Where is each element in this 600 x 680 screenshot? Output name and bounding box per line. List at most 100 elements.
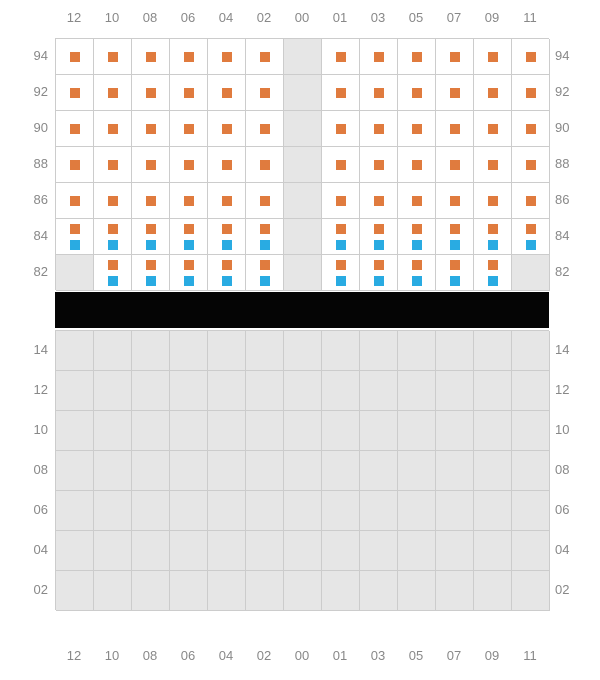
orange-marker[interactable] [184,52,194,62]
orange-marker[interactable] [526,160,536,170]
orange-marker[interactable] [336,160,346,170]
orange-marker[interactable] [146,260,156,270]
orange-marker[interactable] [108,260,118,270]
blue-marker[interactable] [260,276,270,286]
grid-cell[interactable] [284,331,322,371]
grid-cell[interactable] [56,571,94,611]
grid-cell[interactable] [284,255,322,291]
orange-marker[interactable] [108,124,118,134]
orange-marker[interactable] [488,88,498,98]
grid-cell[interactable] [94,571,132,611]
orange-marker[interactable] [184,260,194,270]
grid-cell[interactable] [132,411,170,451]
orange-marker[interactable] [450,196,460,206]
grid-cell[interactable] [170,331,208,371]
orange-marker[interactable] [260,88,270,98]
grid-cell[interactable] [56,255,94,291]
grid-cell[interactable] [474,531,512,571]
grid-cell[interactable] [246,531,284,571]
blue-marker[interactable] [260,240,270,250]
orange-marker[interactable] [450,224,460,234]
orange-marker[interactable] [336,196,346,206]
grid-cell[interactable] [512,531,550,571]
grid-cell[interactable] [94,531,132,571]
grid-cell[interactable] [512,255,550,291]
orange-marker[interactable] [222,88,232,98]
orange-marker[interactable] [222,160,232,170]
grid-cell[interactable] [322,571,360,611]
grid-cell[interactable] [132,571,170,611]
blue-marker[interactable] [450,276,460,286]
orange-marker[interactable] [412,88,422,98]
orange-marker[interactable] [526,196,536,206]
orange-marker[interactable] [374,160,384,170]
grid-cell[interactable] [56,411,94,451]
grid-cell[interactable] [322,331,360,371]
grid-cell[interactable] [132,531,170,571]
grid-cell[interactable] [284,451,322,491]
grid-cell[interactable] [284,531,322,571]
grid-cell[interactable] [512,491,550,531]
orange-marker[interactable] [374,196,384,206]
orange-marker[interactable] [146,160,156,170]
orange-marker[interactable] [526,224,536,234]
grid-cell[interactable] [474,571,512,611]
grid-cell[interactable] [322,411,360,451]
grid-cell[interactable] [474,451,512,491]
grid-cell[interactable] [284,111,322,147]
grid-cell[interactable] [436,331,474,371]
orange-marker[interactable] [184,224,194,234]
orange-marker[interactable] [374,260,384,270]
blue-marker[interactable] [412,276,422,286]
grid-cell[interactable] [208,371,246,411]
orange-marker[interactable] [526,124,536,134]
grid-cell[interactable] [398,371,436,411]
grid-cell[interactable] [322,451,360,491]
orange-marker[interactable] [260,124,270,134]
grid-cell[interactable] [132,491,170,531]
grid-cell[interactable] [436,571,474,611]
orange-marker[interactable] [526,52,536,62]
orange-marker[interactable] [450,260,460,270]
orange-marker[interactable] [336,52,346,62]
orange-marker[interactable] [222,260,232,270]
grid-cell[interactable] [436,451,474,491]
grid-cell[interactable] [284,219,322,255]
grid-cell[interactable] [284,39,322,75]
grid-cell[interactable] [284,75,322,111]
grid-cell[interactable] [284,147,322,183]
orange-marker[interactable] [70,52,80,62]
blue-marker[interactable] [222,276,232,286]
grid-cell[interactable] [284,183,322,219]
grid-cell[interactable] [170,451,208,491]
orange-marker[interactable] [412,260,422,270]
orange-marker[interactable] [450,160,460,170]
blue-marker[interactable] [184,240,194,250]
grid-cell[interactable] [322,531,360,571]
grid-cell[interactable] [208,451,246,491]
grid-cell[interactable] [512,331,550,371]
grid-cell[interactable] [132,371,170,411]
grid-cell[interactable] [284,491,322,531]
blue-marker[interactable] [488,240,498,250]
orange-marker[interactable] [488,260,498,270]
grid-cell[interactable] [208,531,246,571]
orange-marker[interactable] [450,88,460,98]
orange-marker[interactable] [450,52,460,62]
orange-marker[interactable] [184,88,194,98]
blue-marker[interactable] [146,276,156,286]
grid-cell[interactable] [246,331,284,371]
orange-marker[interactable] [260,260,270,270]
orange-marker[interactable] [374,224,384,234]
orange-marker[interactable] [108,160,118,170]
grid-cell[interactable] [436,491,474,531]
blue-marker[interactable] [374,276,384,286]
grid-cell[interactable] [94,371,132,411]
orange-marker[interactable] [146,88,156,98]
orange-marker[interactable] [412,160,422,170]
grid-cell[interactable] [360,371,398,411]
grid-cell[interactable] [56,331,94,371]
grid-cell[interactable] [398,571,436,611]
grid-cell[interactable] [398,331,436,371]
orange-marker[interactable] [146,224,156,234]
